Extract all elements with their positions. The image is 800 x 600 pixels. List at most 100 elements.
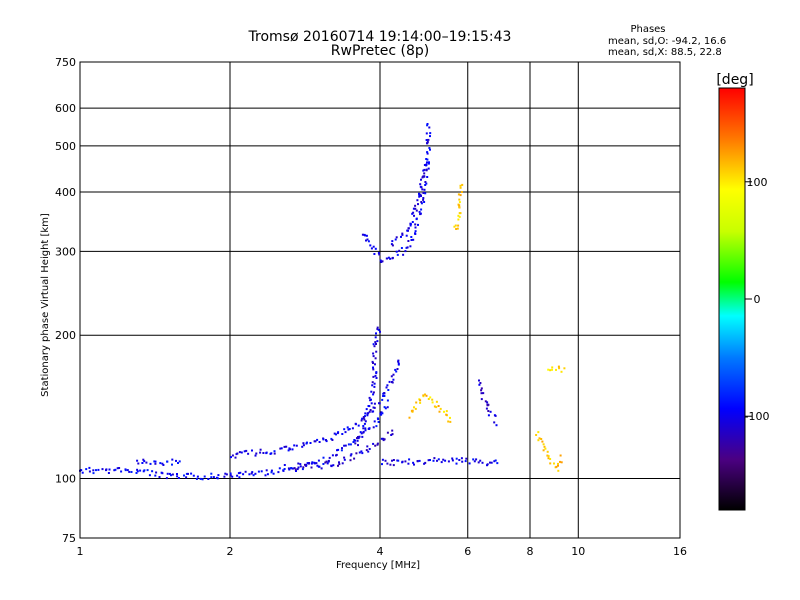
echo-point [411, 212, 414, 215]
echo-point [419, 399, 422, 402]
echo-point [151, 470, 154, 473]
echo-point [217, 474, 220, 477]
echo-point [331, 439, 334, 441]
echo-point [306, 462, 309, 465]
echo-point [418, 194, 421, 196]
x-tick-label: 6 [464, 545, 471, 558]
echo-point [422, 198, 425, 201]
echo-point [423, 188, 426, 191]
echo-point [368, 410, 371, 413]
echo-point [546, 450, 549, 453]
echo-point [364, 415, 366, 418]
echo-point [335, 453, 338, 456]
echo-point [426, 123, 429, 125]
echo-point [418, 210, 421, 213]
echo-point [373, 406, 376, 409]
echo-point [285, 445, 288, 448]
echo-point [337, 431, 340, 434]
echo-point [154, 460, 157, 463]
echo-point [260, 470, 263, 473]
echo-point [362, 425, 365, 427]
echo-point [229, 474, 232, 477]
echo-point [395, 250, 398, 253]
echo-point [185, 476, 188, 479]
echo-point [130, 471, 133, 473]
stats-line-o: mean, sd,O: -94.2, 16.6 [608, 36, 726, 47]
echo-point [365, 449, 368, 452]
echo-point [377, 252, 380, 254]
x-tick-label: 1 [77, 545, 84, 558]
echo-point [429, 459, 431, 461]
echo-point [407, 240, 410, 242]
echo-point [216, 477, 219, 480]
echo-point [297, 462, 300, 465]
echo-point [459, 194, 462, 197]
echo-point [559, 454, 562, 457]
echo-point [391, 240, 394, 243]
echo-point [264, 474, 267, 477]
echo-point [424, 461, 427, 464]
echo-point [373, 253, 376, 255]
echo-point [362, 427, 365, 430]
echo-point [414, 223, 417, 226]
echo-point [414, 226, 417, 229]
echo-point [282, 469, 285, 472]
echo-point [322, 456, 325, 459]
echo-point [293, 444, 296, 447]
echo-point [230, 456, 232, 459]
echo-point [364, 427, 367, 430]
colorbar-tick-label: 0 [754, 293, 761, 306]
echo-point [447, 420, 450, 423]
echo-point [348, 428, 351, 430]
y-tick-label: 300 [55, 245, 76, 258]
echo-point [301, 445, 304, 448]
echo-point [537, 439, 540, 442]
echo-point [412, 207, 415, 210]
echo-point [325, 440, 328, 443]
echo-point [423, 201, 426, 203]
echo-point [210, 476, 213, 479]
echo-point [280, 447, 283, 450]
echo-point [485, 407, 488, 410]
data-points [79, 123, 566, 481]
echo-point [389, 257, 392, 260]
y-tick-label: 100 [55, 473, 76, 486]
echo-point [543, 445, 546, 448]
echo-point [145, 461, 148, 464]
echo-point [120, 470, 123, 473]
echo-point [414, 232, 416, 235]
echo-point [367, 405, 370, 407]
echo-point [291, 448, 294, 451]
echo-point [389, 463, 392, 466]
echo-point [455, 462, 458, 465]
echo-point [231, 454, 234, 457]
echo-point [369, 244, 372, 247]
echo-point [358, 435, 361, 438]
echo-point [381, 412, 384, 415]
echo-point [360, 450, 363, 453]
echo-point [297, 466, 300, 469]
echo-point [296, 468, 299, 471]
echo-point [459, 184, 462, 187]
echo-point [369, 409, 372, 411]
echo-point [412, 461, 415, 464]
echo-point [247, 452, 250, 455]
echo-point [373, 345, 376, 348]
echo-point [338, 463, 341, 466]
echo-point [97, 468, 100, 471]
echo-point [88, 466, 91, 469]
echo-point [391, 433, 394, 436]
echo-point [419, 213, 422, 216]
echo-point [422, 192, 425, 194]
echo-point [422, 175, 425, 178]
echo-point [283, 468, 286, 470]
echo-point [242, 473, 245, 476]
echo-point [453, 225, 456, 228]
echo-point [558, 367, 561, 370]
echo-point [413, 463, 415, 466]
echo-point [443, 410, 445, 413]
echo-point [347, 443, 350, 446]
y-tick-label: 750 [55, 56, 76, 69]
echo-point [395, 236, 398, 239]
echo-point [425, 182, 428, 185]
